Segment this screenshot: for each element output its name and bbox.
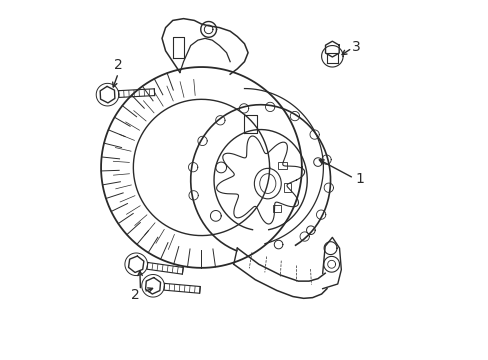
Text: 2: 2: [130, 288, 139, 302]
Bar: [284, 183, 290, 192]
Text: 1: 1: [355, 172, 364, 186]
Bar: [272, 206, 280, 212]
Bar: [277, 162, 286, 169]
Text: 3: 3: [351, 40, 360, 54]
Text: 2: 2: [114, 58, 122, 72]
